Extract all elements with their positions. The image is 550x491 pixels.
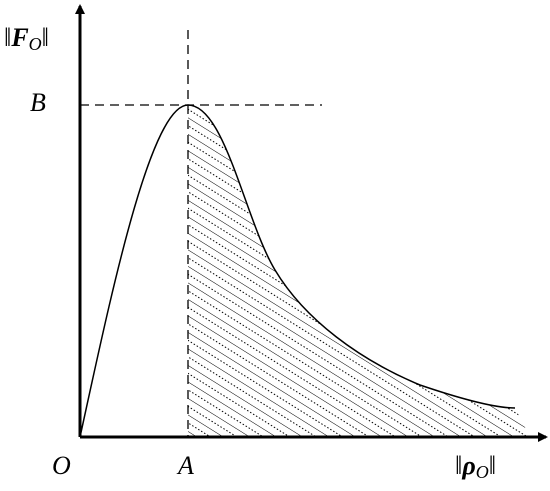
y-axis-label: ‖FO‖ bbox=[4, 23, 49, 54]
shaded-area bbox=[188, 105, 530, 437]
origin-label: O bbox=[52, 451, 71, 480]
curve bbox=[79, 104, 516, 438]
norm-bar: ‖ bbox=[455, 451, 462, 480]
subscript: O bbox=[476, 462, 489, 482]
norm-bar: ‖ bbox=[4, 23, 11, 52]
subscript: O bbox=[29, 34, 42, 54]
symbol: F bbox=[10, 23, 28, 52]
symbol: ρ bbox=[461, 451, 475, 480]
norm-bar: ‖ bbox=[42, 23, 49, 52]
peak-position-label: A bbox=[176, 451, 194, 480]
x-axis-label: ‖ρO‖ bbox=[455, 451, 496, 482]
norm-bar: ‖ bbox=[489, 451, 496, 480]
peak-value-label: B bbox=[30, 88, 46, 117]
